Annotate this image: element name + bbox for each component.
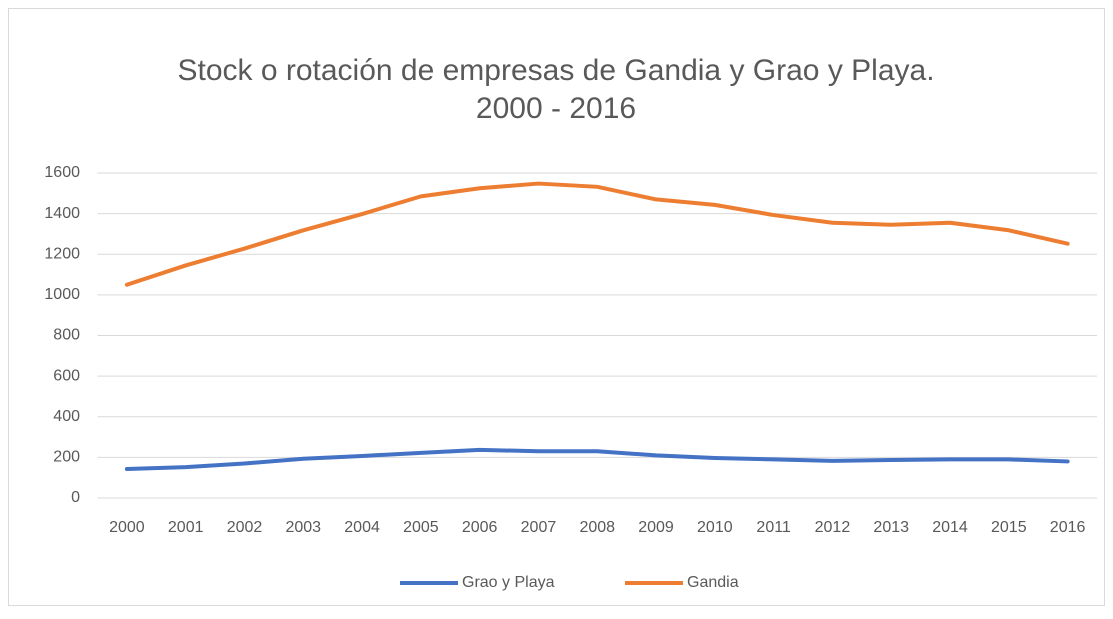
y-tick-label: 200 xyxy=(53,449,80,466)
y-tick-label: 1400 xyxy=(44,205,80,222)
x-tick-label: 2001 xyxy=(168,519,204,536)
x-tick-label: 2012 xyxy=(815,519,851,536)
legend-label: Grao y Playa xyxy=(462,574,555,591)
x-tick-label: 2016 xyxy=(1050,519,1086,536)
y-tick-label: 600 xyxy=(53,367,80,384)
chart-title: Stock o rotación de empresas de Gandia y… xyxy=(177,54,934,87)
x-tick-label: 2008 xyxy=(579,519,615,536)
y-tick-label: 0 xyxy=(71,489,80,506)
y-tick-label: 1600 xyxy=(44,164,80,181)
line-series xyxy=(124,447,1070,471)
y-tick-label: 400 xyxy=(53,408,80,425)
x-tick-label: 2011 xyxy=(756,519,791,536)
x-tick-label: 2003 xyxy=(285,519,321,536)
x-tick-label: 2004 xyxy=(344,519,380,536)
x-tick-label: 2000 xyxy=(109,519,145,536)
y-tick-label: 800 xyxy=(53,327,80,344)
y-tick-label: 1000 xyxy=(44,286,80,303)
legend-label: Gandia xyxy=(687,574,739,591)
x-tick-label: 2005 xyxy=(403,519,439,536)
x-tick-label: 2009 xyxy=(638,519,674,536)
x-tick-label: 2007 xyxy=(521,519,557,536)
line-series xyxy=(124,181,1070,287)
x-tick-label: 2013 xyxy=(873,519,909,536)
chart-border xyxy=(8,8,1105,606)
x-tick-label: 2010 xyxy=(697,519,733,536)
x-tick-label: 2015 xyxy=(991,519,1027,536)
x-tick-label: 2014 xyxy=(932,519,968,536)
y-tick-label: 1200 xyxy=(44,245,80,262)
x-tick-label: 2006 xyxy=(462,519,498,536)
chart-title: 2000 - 2016 xyxy=(476,92,636,125)
x-tick-label: 2002 xyxy=(227,519,263,536)
